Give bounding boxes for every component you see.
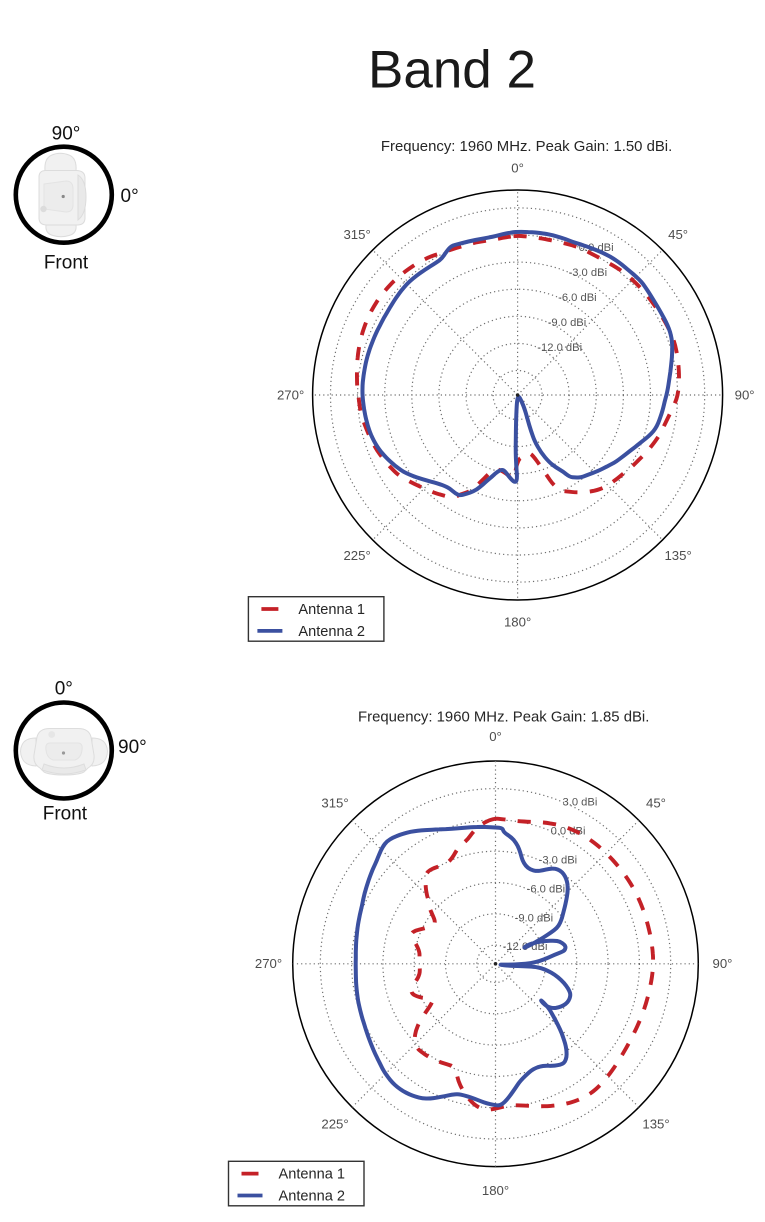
svg-text:0°: 0° <box>489 729 502 744</box>
svg-text:-3.0 dBi: -3.0 dBi <box>539 855 578 867</box>
svg-text:-6.0 dBi: -6.0 dBi <box>527 883 566 895</box>
svg-text:0°: 0° <box>121 186 139 207</box>
svg-text:Antenna 2: Antenna 2 <box>298 624 365 640</box>
svg-text:270°: 270° <box>255 956 282 971</box>
svg-text:225°: 225° <box>321 1117 348 1132</box>
svg-text:Frequency: 1960 MHz. Peak Gain: Frequency: 1960 MHz. Peak Gain: 1.50 dBi… <box>381 139 672 155</box>
svg-text:180°: 180° <box>504 614 531 629</box>
svg-text:135°: 135° <box>664 548 691 563</box>
svg-text:3.0 dBi: 3.0 dBi <box>563 797 598 809</box>
svg-text:0°: 0° <box>55 679 73 700</box>
svg-text:90°: 90° <box>52 124 81 145</box>
svg-text:0°: 0° <box>511 160 524 175</box>
svg-text:45°: 45° <box>646 796 666 811</box>
svg-text:Frequency: 1960 MHz. Peak Gain: Frequency: 1960 MHz. Peak Gain: 1.85 dBi… <box>358 710 649 726</box>
svg-text:Band 2: Band 2 <box>368 41 536 100</box>
svg-text:-6.0 dBi: -6.0 dBi <box>558 292 597 304</box>
svg-text:45°: 45° <box>668 227 688 242</box>
svg-text:-3.0 dBi: -3.0 dBi <box>569 267 608 279</box>
svg-text:315°: 315° <box>321 796 348 811</box>
svg-text:Antenna 1: Antenna 1 <box>279 1167 346 1183</box>
svg-text:Front: Front <box>43 804 88 825</box>
svg-text:135°: 135° <box>642 1117 669 1132</box>
svg-text:Front: Front <box>44 253 89 274</box>
svg-text:90°: 90° <box>735 387 755 402</box>
svg-text:Antenna 2: Antenna 2 <box>279 1189 346 1205</box>
svg-text:Antenna 1: Antenna 1 <box>298 602 365 618</box>
svg-text:90°: 90° <box>118 737 147 758</box>
svg-text:-9.0 dBi: -9.0 dBi <box>515 912 554 924</box>
svg-text:90°: 90° <box>713 956 733 971</box>
svg-text:180°: 180° <box>482 1183 509 1198</box>
svg-text:270°: 270° <box>277 387 304 402</box>
svg-text:-9.0 dBi: -9.0 dBi <box>548 317 587 329</box>
svg-text:225°: 225° <box>343 548 370 563</box>
svg-text:315°: 315° <box>343 227 370 242</box>
svg-text:-12.0 dBi: -12.0 dBi <box>537 342 582 354</box>
svg-text:0.0 dBi: 0.0 dBi <box>551 826 586 838</box>
